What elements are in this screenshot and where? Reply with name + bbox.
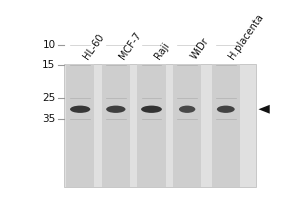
Ellipse shape (70, 106, 90, 113)
Text: 15: 15 (42, 60, 56, 70)
Bar (212, 64, 240, 187)
Text: 35: 35 (42, 114, 56, 124)
Bar (66, 64, 94, 187)
Bar (173, 64, 201, 187)
Bar (64, 64, 256, 187)
Ellipse shape (217, 106, 235, 113)
Text: 25: 25 (42, 93, 56, 103)
Polygon shape (259, 105, 270, 114)
Ellipse shape (179, 106, 195, 113)
Text: 10: 10 (42, 40, 56, 50)
Bar (102, 64, 130, 187)
Ellipse shape (141, 106, 162, 113)
Bar (137, 64, 166, 187)
Ellipse shape (106, 106, 125, 113)
Text: H.placenta: H.placenta (227, 12, 266, 61)
Text: Raji: Raji (153, 41, 172, 61)
Text: WiDr: WiDr (189, 36, 211, 61)
Text: HL-60: HL-60 (82, 32, 106, 61)
Text: MCF-7: MCF-7 (117, 30, 143, 61)
